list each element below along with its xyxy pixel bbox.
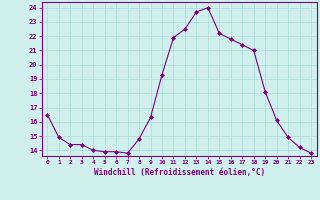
X-axis label: Windchill (Refroidissement éolien,°C): Windchill (Refroidissement éolien,°C): [94, 168, 265, 177]
